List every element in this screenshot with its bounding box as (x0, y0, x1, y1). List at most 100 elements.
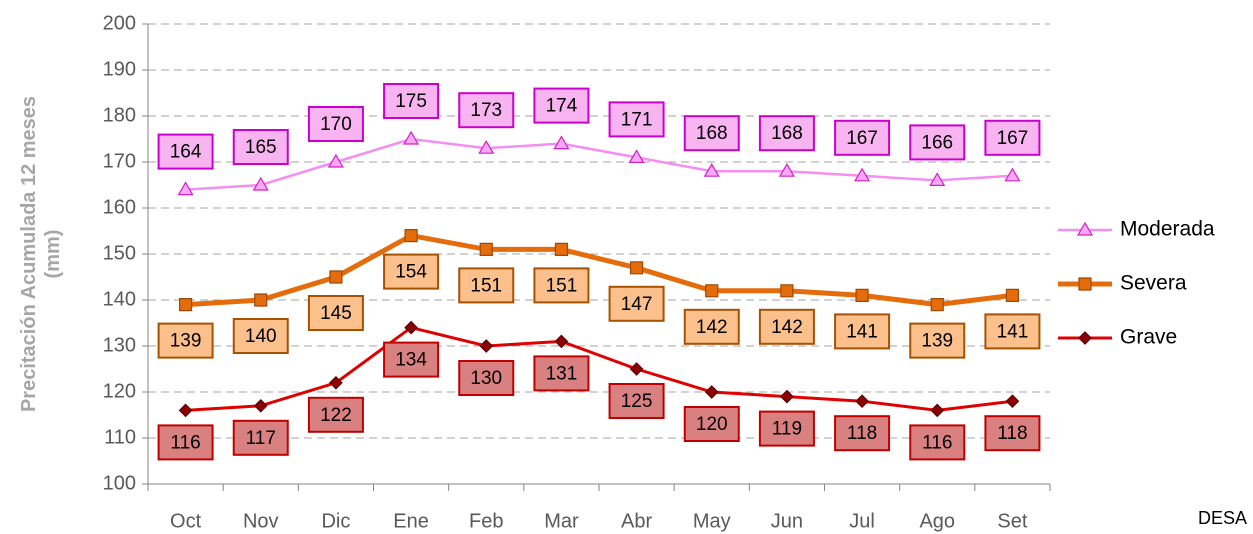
marker (855, 288, 869, 302)
marker (329, 375, 343, 390)
data-label-box (683, 115, 740, 152)
y-axis-label: Precitación Acumulada 12 meses (mm) (18, 96, 64, 412)
data-label-box (383, 83, 440, 119)
data-label: 170 (320, 114, 352, 135)
marker (253, 398, 268, 413)
data-label-box (984, 119, 1041, 156)
x-tick-label: May (693, 510, 731, 532)
data-label-box (984, 415, 1041, 452)
y-tick-label: 140 (103, 288, 136, 310)
data-label-box (307, 295, 364, 331)
data-label: 147 (621, 294, 653, 315)
legend-label: Grave (1120, 326, 1177, 349)
marker (403, 130, 420, 145)
y-tick-label: 150 (103, 242, 136, 264)
data-label: 174 (546, 96, 578, 117)
data-label: 168 (771, 123, 803, 144)
marker (704, 385, 719, 399)
y-tick-label: 110 (104, 426, 136, 448)
data-label: 139 (170, 331, 202, 352)
data-label: 119 (772, 419, 802, 440)
marker (327, 153, 344, 168)
marker (780, 284, 794, 298)
data-label: 120 (696, 414, 728, 435)
series-line (185, 325, 1013, 412)
y-tick-label: 200 (103, 12, 136, 34)
marker (854, 167, 871, 182)
data-label-box (608, 101, 665, 138)
x-tick-label: Nov (243, 510, 279, 532)
data-label: 167 (846, 128, 878, 149)
marker (705, 284, 719, 298)
data-label-box (758, 410, 815, 447)
data-label-box (758, 308, 815, 345)
marker (1078, 331, 1092, 345)
x-tick-label: Mar (544, 510, 579, 532)
data-label: 122 (320, 405, 352, 426)
data-label-box (458, 92, 515, 129)
series-line (185, 232, 1013, 308)
marker (479, 242, 493, 256)
marker (254, 293, 268, 307)
marker (554, 242, 569, 256)
data-label: 145 (320, 303, 352, 324)
marker (855, 394, 869, 409)
data-label-box (232, 419, 289, 456)
x-tick-label: Ene (393, 510, 429, 532)
marker (929, 172, 946, 186)
data-label-box (834, 313, 891, 350)
data-label-box (608, 285, 665, 322)
marker (780, 389, 794, 404)
x-tick-label: Feb (469, 510, 503, 532)
data-label-box (383, 253, 440, 290)
data-label: 154 (395, 262, 427, 283)
y-axis-label-line: (mm) (42, 230, 64, 279)
marker (553, 135, 570, 150)
marker (1078, 277, 1092, 291)
data-label: 175 (395, 91, 427, 112)
data-label: 171 (621, 109, 653, 130)
data-label: 116 (922, 432, 952, 453)
y-tick-label: 130 (103, 334, 136, 356)
data-label-box (909, 124, 966, 161)
y-tick-label: 100 (103, 472, 136, 494)
data-label: 141 (997, 321, 1029, 342)
data-label: 134 (395, 350, 427, 371)
data-label: 116 (170, 432, 200, 453)
data-label-box (834, 119, 891, 156)
marker (629, 362, 644, 376)
data-label: 164 (170, 142, 202, 163)
data-label: 140 (245, 326, 277, 347)
marker (177, 181, 194, 196)
data-label: 117 (246, 428, 276, 449)
marker (178, 403, 193, 418)
marker (1005, 394, 1020, 409)
x-tick-label: Abr (621, 510, 652, 532)
data-label-box (157, 133, 214, 170)
data-label: 166 (921, 132, 953, 153)
data-label-box (157, 424, 214, 461)
marker (628, 149, 645, 163)
y-tick-label: 180 (103, 104, 136, 126)
data-label-box (683, 308, 740, 345)
legend-label: Moderada (1120, 218, 1215, 241)
marker (252, 176, 269, 191)
marker (1005, 288, 1020, 302)
data-label: 168 (696, 123, 728, 144)
footer-text: DESA (1198, 508, 1247, 528)
data-label-box (533, 267, 590, 304)
data-label: 118 (847, 423, 877, 444)
data-label: 125 (621, 391, 653, 412)
x-tick-label: Set (997, 510, 1027, 532)
legend-label: Severa (1120, 272, 1187, 295)
data-label: 118 (997, 423, 1027, 444)
y-tick-label: 120 (103, 380, 136, 402)
marker (404, 320, 418, 335)
x-tick-label: Jun (771, 510, 803, 532)
data-label-box (307, 396, 364, 433)
data-label-box (307, 106, 364, 142)
data-label-box (157, 322, 214, 359)
y-tick-label: 190 (103, 58, 136, 80)
marker (629, 261, 644, 275)
y-tick-label: 170 (103, 150, 136, 172)
